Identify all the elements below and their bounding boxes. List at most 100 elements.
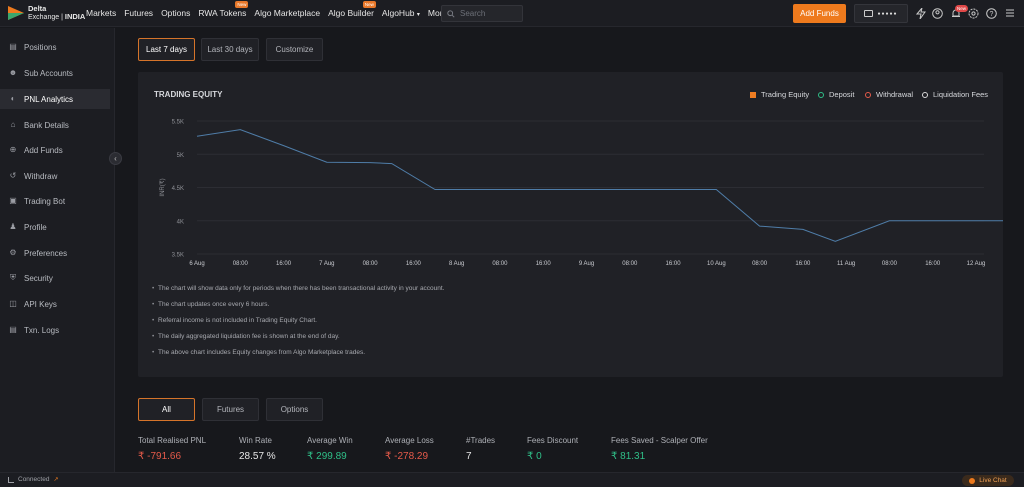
legend-withdrawal[interactable]: Withdrawal xyxy=(865,90,913,99)
lightning-icon[interactable] xyxy=(915,7,926,20)
stat-label: Fees Discount xyxy=(527,436,579,445)
legend-deposit[interactable]: Deposit xyxy=(818,90,854,99)
nav-algohub[interactable]: AlgoHub ▾ xyxy=(381,8,420,18)
equity-line-chart: 3.5K 4K 4.5K 5K 5.5K INR(₹) 6 Aug 08:00 16:00 7 A… xyxy=(159,120,1003,267)
tab-all[interactable]: All xyxy=(138,398,195,421)
x-tick-label: 16:00 xyxy=(536,261,552,267)
account-icon[interactable] xyxy=(932,8,943,19)
x-tick-label: 08:00 xyxy=(622,261,638,267)
sidebar-item-sub-accounts[interactable]: ☻ Sub Accounts xyxy=(8,68,73,78)
menu-icon[interactable] xyxy=(1004,8,1015,19)
connection-status: Connected ↗ xyxy=(8,476,58,483)
x-tick-label: 08:00 xyxy=(492,261,508,267)
collapse-sidebar-button[interactable]: ‹ xyxy=(109,152,122,165)
sidebar-item-preferences[interactable]: ⚙ Preferences xyxy=(9,248,68,258)
brand-name: Delta xyxy=(28,4,47,13)
nav-markets[interactable]: Markets xyxy=(86,8,117,18)
note-item: The daily aggregated liquidation fee is … xyxy=(152,333,340,340)
nav-algo-marketplace[interactable]: Algo Marketplace xyxy=(254,8,321,18)
sidebar-item-add-funds[interactable]: ⊕ Add Funds xyxy=(9,145,63,155)
wallet-icon xyxy=(864,10,874,17)
search-input[interactable]: Search xyxy=(441,5,523,22)
nav-algo-builder[interactable]: Algo Builder New xyxy=(328,1,376,18)
bank-icon: ⌂ xyxy=(10,120,16,129)
y-axis-label: INR(₹) xyxy=(159,178,166,196)
sidebar-item-bank-details[interactable]: ⌂ Bank Details xyxy=(0,115,110,135)
trading-equity-panel: TRADING EQUITY Trading Equity Deposit Wi… xyxy=(138,72,1003,377)
stat-fees-saved-scalper: Fees Saved - Scalper Offer ₹ 81.31 xyxy=(611,436,708,462)
stat-fees-discount: Fees Discount ₹ 0 xyxy=(527,436,579,462)
api-icon: ◫ xyxy=(9,299,17,308)
x-tick-label: 16:00 xyxy=(406,261,422,267)
top-bar: Delta Exchange | INDIA Markets Futures O… xyxy=(0,0,1024,27)
delta-logo-icon xyxy=(8,6,24,20)
x-tick-label: 16:00 xyxy=(925,261,941,267)
x-tick-label: 16:00 xyxy=(276,261,292,267)
y-tick-label: 4K xyxy=(177,219,184,225)
sidebar-item-trading-bot[interactable]: ▣ Trading Bot xyxy=(9,196,66,206)
note-item: Referral income is not included in Tradi… xyxy=(152,317,317,324)
notification-new-badge: New xyxy=(955,5,969,12)
nav-rwa-tokens[interactable]: RWA Tokens New xyxy=(198,1,249,18)
tab-last-7-days[interactable]: Last 7 days xyxy=(138,38,195,61)
legend-circle-icon xyxy=(922,91,928,98)
x-tick-label: 6 Aug xyxy=(189,261,204,267)
x-tick-label: 10 Aug xyxy=(707,261,726,267)
y-tick-label: 3.5K xyxy=(172,253,184,259)
y-tick-label: 5.5K xyxy=(172,120,184,126)
x-tick-label: 12 Aug xyxy=(967,261,986,267)
sidebar-item-pnl-analytics[interactable]: ◐ PNL Analytics xyxy=(0,89,110,109)
legend-trading-equity[interactable]: Trading Equity xyxy=(750,90,809,99)
wallet-balance-button[interactable]: ●●●●● xyxy=(854,4,908,23)
note-item: The chart updates once every 6 hours. xyxy=(152,301,269,308)
gear-icon: ⚙ xyxy=(9,248,17,257)
tab-futures[interactable]: Futures xyxy=(202,398,259,421)
settings-icon[interactable] xyxy=(968,8,979,19)
sidebar-item-api-keys[interactable]: ◫ API Keys xyxy=(9,299,57,309)
equity-series-line xyxy=(196,129,1003,242)
y-tick-label: 5K xyxy=(177,153,184,159)
x-tick-label: 7 Aug xyxy=(319,261,334,267)
tab-customize[interactable]: Customize xyxy=(266,38,323,61)
x-tick-label: 08:00 xyxy=(752,261,768,267)
sidebar-item-security[interactable]: ⛨ Security xyxy=(10,273,53,283)
main-nav: Markets Futures Options RWA Tokens New Al… xyxy=(86,1,461,18)
stat-average-loss: Average Loss ₹ -278.29 xyxy=(385,436,434,462)
wallet-balance-masked: ●●●●● xyxy=(877,10,898,17)
sidebar-item-txn-logs[interactable]: ▤ Txn. Logs xyxy=(9,325,60,335)
stat-label: Average Win xyxy=(307,436,353,445)
x-tick-label: 08:00 xyxy=(882,261,898,267)
tab-last-30-days[interactable]: Last 30 days xyxy=(201,38,259,61)
sidebar-item-positions[interactable]: ▤ Positions xyxy=(9,42,57,52)
brand-logo[interactable]: Delta Exchange | INDIA xyxy=(8,5,86,21)
brand-region: INDIA xyxy=(64,12,86,21)
stat-value: 7 xyxy=(466,451,472,462)
add-funds-button[interactable]: Add Funds xyxy=(793,4,846,23)
x-tick-label: 16:00 xyxy=(795,261,811,267)
withdraw-icon: ↺ xyxy=(9,171,17,180)
x-tick-label: 8 Aug xyxy=(449,261,464,267)
help-icon[interactable]: ? xyxy=(986,8,997,19)
stat-value: 28.57 % xyxy=(239,451,276,462)
stat-value: ₹ 81.31 xyxy=(611,451,646,462)
external-link-icon[interactable]: ↗ xyxy=(53,477,59,483)
stat-label: Fees Saved - Scalper Offer xyxy=(611,436,708,445)
sidebar-item-withdraw[interactable]: ↺ Withdraw xyxy=(9,171,58,181)
stat-total-realised-pnl: Total Realised PNL ₹ -791.66 xyxy=(138,436,206,462)
search-placeholder: Search xyxy=(460,9,486,18)
tab-options[interactable]: Options xyxy=(266,398,323,421)
logs-icon: ▤ xyxy=(9,325,17,334)
new-badge: New xyxy=(235,1,249,8)
legend-square-icon xyxy=(750,91,756,98)
user-icon: ☻ xyxy=(8,68,18,77)
status-bar: Connected ↗ Live Chat xyxy=(0,472,1024,487)
profile-icon: ♟ xyxy=(9,222,17,231)
note-item: The chart will show data only for period… xyxy=(152,285,445,292)
sidebar-item-profile[interactable]: ♟ Profile xyxy=(9,222,47,232)
positions-icon: ▤ xyxy=(9,42,17,51)
nav-futures[interactable]: Futures xyxy=(124,8,154,18)
live-chat-button[interactable]: Live Chat xyxy=(962,475,1014,486)
x-tick-label: 9 Aug xyxy=(579,261,594,267)
legend-liquidation-fees[interactable]: Liquidation Fees xyxy=(922,90,988,99)
nav-options[interactable]: Options xyxy=(161,8,191,18)
